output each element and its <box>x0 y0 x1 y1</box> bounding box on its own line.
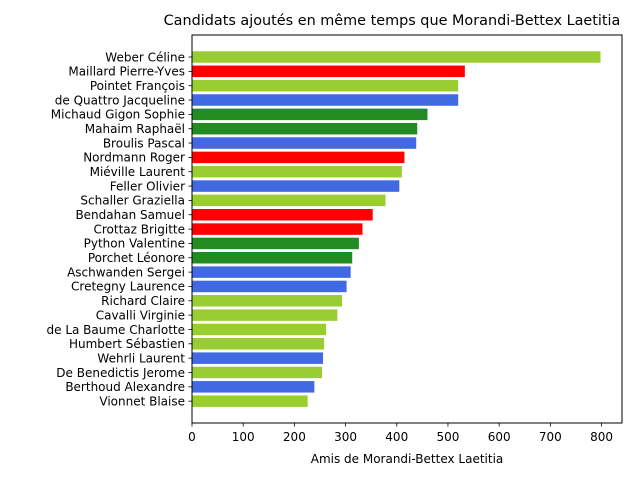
category-label: Wehrli Laurent <box>97 351 185 365</box>
category-label: Miéville Laurent <box>90 165 186 179</box>
category-label: Weber Céline <box>105 50 185 64</box>
bar <box>192 338 325 350</box>
bar <box>192 223 363 235</box>
category-label: Michaud Gigon Sophie <box>51 108 185 122</box>
bar <box>192 395 308 407</box>
category-label: Schaller Graziella <box>80 194 185 208</box>
category-label: Humbert Sébastien <box>69 337 185 351</box>
category-label: Python Valentine <box>84 237 185 251</box>
bar <box>192 323 327 336</box>
bar <box>192 352 324 364</box>
bar <box>192 381 315 393</box>
bar <box>192 79 459 92</box>
category-label: Nordmann Roger <box>83 151 185 165</box>
x-tick-label: 700 <box>539 430 562 444</box>
bar <box>192 180 400 192</box>
category-label: de La Baume Charlotte <box>47 323 186 337</box>
category-label: Porchet Léonore <box>88 251 185 265</box>
category-label: Berthoud Alexandre <box>65 380 185 394</box>
bar <box>192 51 601 63</box>
bar <box>192 94 459 106</box>
bar <box>192 165 402 178</box>
chart-title: Candidats ajoutés en même temps que Mora… <box>164 13 621 29</box>
x-tick-label: 200 <box>283 430 306 444</box>
x-tick-label: 400 <box>385 430 408 444</box>
category-label: Maillard Pierre-Yves <box>68 65 185 79</box>
category-label: Richard Claire <box>101 294 185 308</box>
category-label: Feller Olivier <box>110 179 185 193</box>
x-tick-label: 800 <box>590 430 613 444</box>
x-tick-label: 600 <box>488 430 511 444</box>
bar <box>192 151 405 164</box>
category-label: Pointet François <box>90 79 185 93</box>
category-label: Cavalli Virginie <box>96 308 185 322</box>
plot-frame <box>191 34 623 424</box>
bar <box>192 366 323 379</box>
x-tick-label: 500 <box>436 430 459 444</box>
category-label: De Benedictis Jerome <box>56 366 185 380</box>
category-label: Mahaim Raphaël <box>85 122 185 136</box>
category-label: Bendahan Samuel <box>75 208 185 222</box>
x-tick-label: 100 <box>232 430 255 444</box>
x-tick-label: 0 <box>188 430 196 444</box>
bar <box>192 237 359 250</box>
bar <box>192 137 417 149</box>
category-label: Broulis Pascal <box>103 136 185 150</box>
bar <box>192 208 373 221</box>
x-axis-ticks: 0 100 200 300 400 500 600 700 800 <box>188 423 613 444</box>
category-label: Crottaz Brigitte <box>93 222 185 236</box>
bar <box>192 280 347 293</box>
category-label: de Quattro Jacqueline <box>55 93 185 107</box>
x-tick-label: 300 <box>334 430 357 444</box>
bar <box>192 309 338 321</box>
bar <box>192 194 386 207</box>
bars-group <box>192 51 601 407</box>
category-label: Aschwanden Sergei <box>67 265 185 279</box>
bar <box>192 295 342 307</box>
bar <box>192 122 418 135</box>
category-label: Cretegny Laurence <box>71 280 185 294</box>
x-axis-label: Amis de Morandi-Bettex Laetitia <box>311 452 504 466</box>
category-label: Vionnet Blaise <box>99 394 185 408</box>
bar <box>192 108 428 121</box>
bar <box>192 65 465 78</box>
bar <box>192 266 351 278</box>
bar <box>192 252 353 264</box>
